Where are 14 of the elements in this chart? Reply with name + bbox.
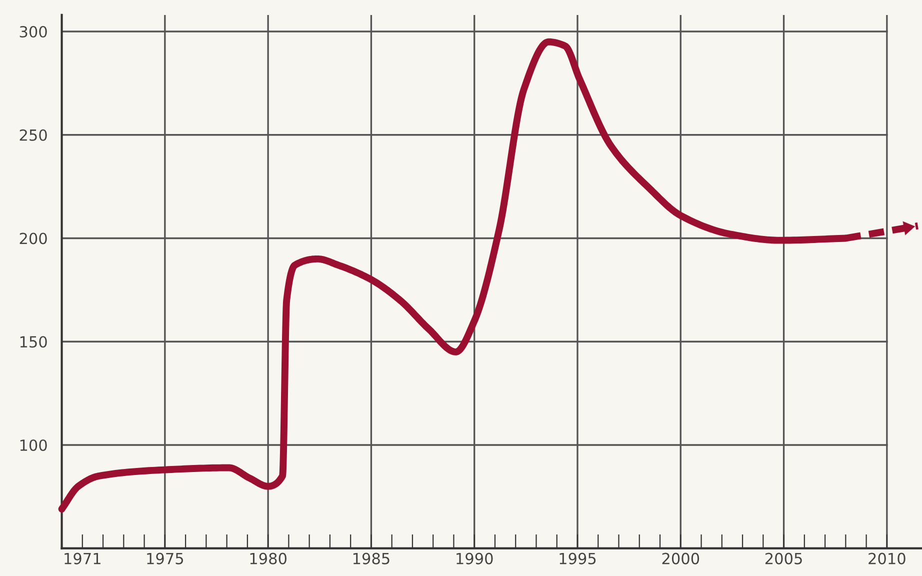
- x-tick-label: 1990: [456, 552, 493, 564]
- x-tick-label: 2005: [765, 552, 802, 564]
- y-tick-label: 100: [20, 439, 47, 452]
- x-tick-label: 1995: [560, 552, 596, 564]
- x-tick-label: 1985: [353, 552, 390, 564]
- y-tick-label: 250: [20, 129, 47, 141]
- x-tick-label: 2000: [662, 552, 700, 564]
- x-tick-label: 1971: [64, 552, 100, 564]
- x-tick-label: 1975: [147, 552, 184, 564]
- x-tick-label: 1980: [250, 552, 286, 564]
- y-tick-label: 200: [20, 232, 47, 244]
- x-tick-label: 2010: [868, 552, 906, 564]
- y-tick-label: 150: [20, 336, 47, 348]
- y-tick-label: 300: [20, 26, 47, 38]
